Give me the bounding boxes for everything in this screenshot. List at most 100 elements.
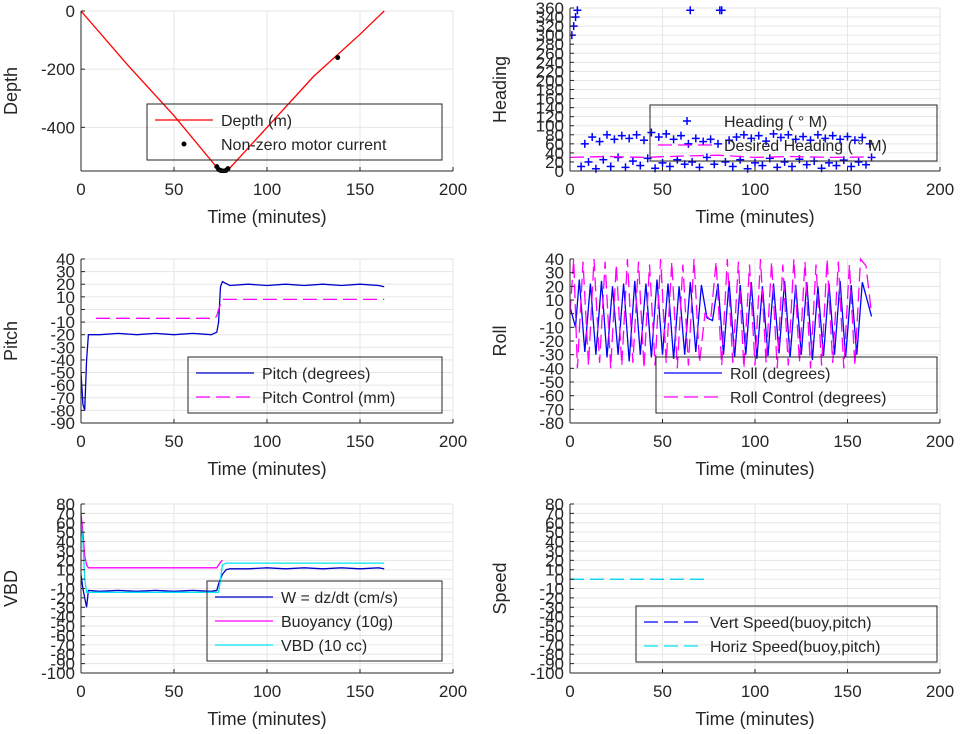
y-tick-label: 140 — [536, 99, 564, 118]
data-point — [769, 129, 778, 138]
y-tick-label: 0 — [555, 305, 564, 324]
data-point — [739, 130, 748, 139]
x-axis-label: Time (minutes) — [695, 709, 814, 729]
data-point — [606, 162, 615, 171]
y-tick-label: -20 — [539, 589, 564, 608]
y-tick-label: -30 — [539, 598, 564, 617]
data-point — [802, 160, 811, 169]
legend-label: Desired Heading ( ° M) — [724, 138, 887, 155]
y-tick-label: 10 — [545, 561, 564, 580]
x-tick-label: 100 — [253, 180, 281, 199]
data-point — [791, 135, 800, 144]
data-point — [632, 130, 641, 139]
data-point — [717, 6, 726, 15]
legend-label: Depth (m) — [221, 113, 292, 130]
x-axis-label: Time (minutes) — [695, 207, 814, 227]
data-point — [673, 155, 682, 164]
legend: Heading ( ° M) Desired Heading ( ° M) — [649, 104, 938, 162]
y-tick-label: 220 — [536, 62, 564, 81]
y-tick-label: 320 — [536, 17, 564, 36]
legend: Roll (degrees) Roll Control (degrees) — [655, 356, 938, 414]
y-tick-label: -70 — [50, 636, 75, 655]
y-tick-label: 240 — [536, 53, 564, 72]
y-tick-label: -40 — [50, 608, 75, 627]
x-tick-label: 150 — [346, 682, 374, 701]
y-tick-label: 0 — [66, 300, 75, 319]
y-tick-label: -80 — [50, 645, 75, 664]
legend: Pitch (degrees) Pitch Control (mm) — [187, 356, 443, 414]
chart-panel-5: 0 50 100 150 200-100-90-80-70-60-50-40-30-20… — [1, 495, 467, 729]
x-tick-label: 0 — [76, 432, 85, 451]
data-point — [665, 162, 674, 171]
data-point — [699, 137, 708, 146]
y-tick-label: -60 — [50, 376, 75, 395]
y-tick-label: -20 — [50, 326, 75, 345]
data-point — [695, 163, 704, 172]
data-point — [751, 158, 759, 167]
y-axis-label: Pitch — [1, 321, 21, 361]
series-group — [81, 10, 385, 173]
y-tick-label: 60 — [545, 514, 564, 533]
series-group — [570, 257, 873, 369]
legend-label: W = dz/dt (cm/s) — [281, 590, 398, 607]
x-tick-label: 50 — [165, 180, 184, 199]
data-point — [636, 161, 645, 170]
legend-label: Roll (degrees) — [730, 366, 830, 383]
x-tick-label: 50 — [653, 682, 672, 701]
data-point — [799, 132, 808, 141]
data-point — [688, 157, 697, 166]
data-point — [625, 134, 634, 143]
y-tick-label: -30 — [50, 598, 75, 617]
y-tick-label: -80 — [539, 414, 564, 433]
y-tick-label: -50 — [50, 364, 75, 383]
legend-box — [187, 356, 443, 414]
x-tick-label: 200 — [439, 682, 467, 701]
x-tick-label: 100 — [741, 432, 769, 451]
x-tick-label: 0 — [76, 682, 85, 701]
data-point — [832, 161, 841, 170]
data-point — [710, 160, 719, 169]
data-point — [669, 135, 678, 144]
y-tick-label: 80 — [56, 495, 75, 514]
legend-label: Buoyancy (10g) — [281, 614, 393, 631]
data-point — [788, 162, 796, 171]
y-tick-label: 300 — [536, 26, 564, 45]
series-line-1 — [81, 280, 385, 411]
y-tick-label: -80 — [50, 401, 75, 420]
y-axis-label: VBD — [1, 570, 21, 607]
y-tick-label: 180 — [536, 81, 564, 100]
y-tick-label: -90 — [539, 655, 564, 674]
legend-box — [655, 356, 938, 414]
data-point — [686, 6, 695, 15]
data-point — [865, 139, 874, 148]
data-point — [847, 162, 856, 171]
x-tick-label: 0 — [565, 682, 574, 701]
y-tick-label: 30 — [545, 542, 564, 561]
y-tick-label: -10 — [50, 580, 75, 599]
legend-label: Vert Speed(buoy,pitch) — [710, 615, 872, 632]
y-tick-label: 70 — [545, 504, 564, 523]
legend-label: Horiz Speed(buoy,pitch) — [710, 639, 880, 656]
data-point — [825, 158, 833, 167]
x-tick-label: 100 — [741, 180, 769, 199]
y-tick-label: 30 — [56, 542, 75, 561]
y-tick-label: 10 — [545, 291, 564, 310]
series-group — [81, 280, 385, 411]
data-point — [706, 135, 715, 144]
y-tick-label: 40 — [545, 250, 564, 269]
y-tick-label: -60 — [539, 626, 564, 645]
y-tick-label: -10 — [539, 318, 564, 337]
data-point — [621, 163, 630, 172]
data-point — [677, 131, 685, 140]
y-tick-label: 40 — [545, 533, 564, 552]
legend-label: VBD (10 cc) — [281, 638, 367, 655]
y-tick-label: 0 — [555, 570, 564, 589]
legend-box — [649, 104, 938, 162]
y-tick-label: -60 — [539, 387, 564, 406]
data-point — [784, 130, 793, 139]
y-tick-label: -200 — [41, 60, 75, 79]
y-axis-label: Speed — [490, 562, 510, 614]
y-tick-label: -100 — [41, 664, 75, 683]
y-tick-label: 70 — [56, 504, 75, 523]
